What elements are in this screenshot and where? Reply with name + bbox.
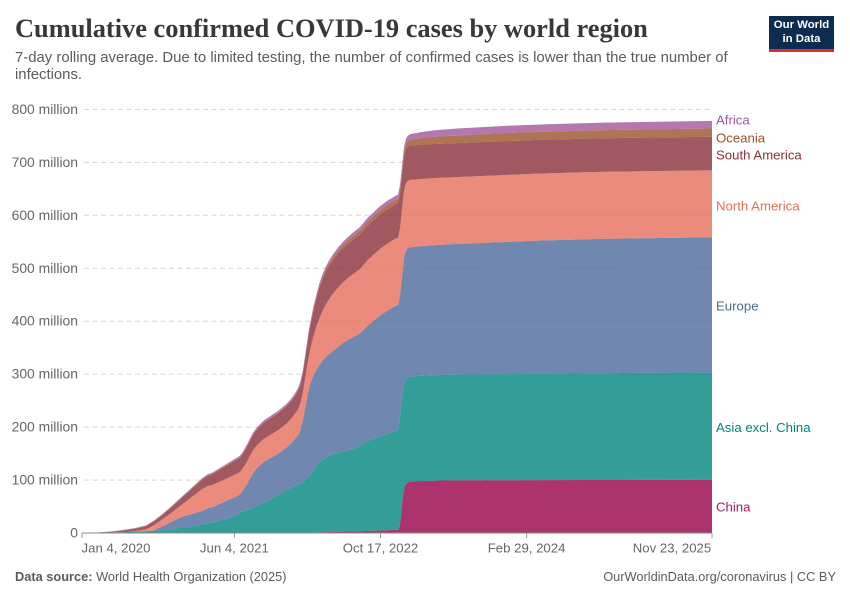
svg-text:Europe: Europe [716, 299, 759, 314]
svg-text:Jun 4, 2021: Jun 4, 2021 [200, 541, 269, 556]
svg-text:Oct 17, 2022: Oct 17, 2022 [343, 541, 419, 556]
svg-text:800 million: 800 million [12, 101, 78, 117]
svg-text:0: 0 [70, 525, 78, 541]
svg-text:Jan 4, 2020: Jan 4, 2020 [82, 541, 151, 556]
svg-text:North America: North America [716, 198, 800, 213]
svg-text:100 million: 100 million [12, 472, 78, 488]
svg-text:400 million: 400 million [12, 313, 78, 329]
svg-text:Asia excl. China: Asia excl. China [716, 420, 811, 435]
svg-text:China: China [716, 499, 751, 514]
svg-text:600 million: 600 million [12, 207, 78, 223]
svg-text:Africa: Africa [716, 113, 750, 128]
svg-text:200 million: 200 million [12, 419, 78, 435]
svg-text:700 million: 700 million [12, 154, 78, 170]
svg-text:South America: South America [716, 148, 802, 163]
svg-text:500 million: 500 million [12, 260, 78, 276]
svg-text:300 million: 300 million [12, 366, 78, 382]
svg-text:Feb 29, 2024: Feb 29, 2024 [488, 541, 566, 556]
svg-text:Oceania: Oceania [716, 130, 766, 145]
svg-text:Nov 23, 2025: Nov 23, 2025 [633, 541, 711, 556]
